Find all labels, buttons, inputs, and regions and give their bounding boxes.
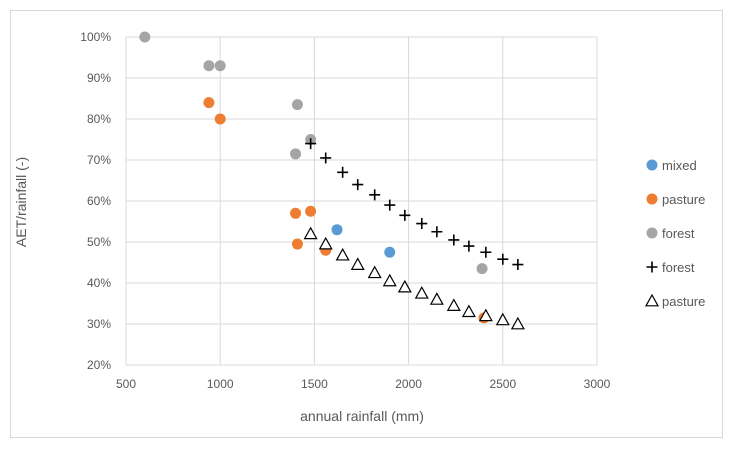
data-point	[139, 31, 151, 43]
legend-marker	[646, 227, 658, 239]
data-point	[303, 226, 318, 240]
legend-marker	[646, 193, 658, 205]
legend-label: forest	[662, 260, 695, 275]
legend-label: pasture	[662, 192, 705, 207]
data-point	[476, 263, 488, 275]
x-tick-label: 2000	[395, 377, 422, 391]
data-point	[291, 99, 303, 111]
data-point	[318, 236, 333, 250]
data-point	[352, 179, 364, 191]
data-point	[480, 246, 492, 258]
data-point	[429, 292, 444, 305]
series-forest-plus	[305, 138, 524, 271]
data-point	[416, 218, 428, 230]
x-tick-label: 1500	[301, 377, 328, 391]
y-tick-label: 50%	[87, 235, 111, 249]
data-point	[203, 97, 215, 109]
data-point	[305, 138, 317, 150]
data-point	[399, 209, 411, 221]
data-point	[337, 166, 349, 178]
data-point	[331, 224, 343, 236]
legend-marker	[646, 159, 658, 171]
series-mixed-circle	[331, 224, 396, 258]
y-axis-ticks: 20% 30% 40% 50% 60% 70% 80% 90% 100%	[80, 30, 111, 372]
x-tick-label: 2500	[489, 377, 516, 391]
series-layer	[139, 31, 525, 330]
y-tick-label: 30%	[87, 317, 111, 331]
data-point	[431, 226, 443, 238]
legend-label: mixed	[662, 158, 697, 173]
data-point	[367, 265, 382, 279]
data-point	[290, 207, 302, 219]
data-point	[335, 247, 350, 261]
data-point	[290, 148, 302, 160]
x-axis-ticks: 500 1000 1500 2000 2500 3000	[116, 377, 611, 391]
data-point	[497, 253, 509, 265]
y-tick-label: 100%	[80, 30, 111, 44]
legend-marker	[644, 293, 660, 307]
y-tick-label: 80%	[87, 112, 111, 126]
x-tick-label: 500	[116, 377, 136, 391]
y-axis-title: AET/rainfall (-)	[13, 157, 29, 247]
data-point	[320, 152, 332, 164]
data-point	[384, 199, 396, 211]
gridlines	[125, 36, 598, 366]
y-tick-label: 20%	[87, 358, 111, 372]
data-point	[461, 304, 476, 318]
data-point	[214, 60, 226, 72]
y-tick-label: 60%	[87, 194, 111, 208]
data-point	[384, 246, 396, 258]
y-tick-label: 90%	[87, 71, 111, 85]
data-point	[512, 259, 524, 271]
legend-marker	[646, 261, 658, 273]
data-point	[369, 189, 381, 201]
data-point	[350, 257, 365, 270]
chart-border	[10, 10, 723, 438]
legend: mixed pasture forest forest pasture	[644, 158, 705, 309]
data-point	[382, 273, 397, 287]
data-point	[305, 205, 317, 217]
data-point	[495, 312, 510, 326]
y-tick-label: 70%	[87, 153, 111, 167]
data-point	[510, 316, 525, 330]
data-point	[478, 308, 493, 322]
data-point	[448, 234, 460, 246]
x-tick-label: 3000	[584, 377, 611, 391]
data-point	[214, 113, 226, 125]
x-tick-label: 1000	[207, 377, 234, 391]
x-axis-title: annual rainfall (mm)	[300, 408, 424, 424]
legend-label: forest	[662, 226, 695, 241]
data-point	[463, 240, 475, 252]
data-point	[414, 286, 429, 299]
legend-label: pasture	[662, 294, 705, 309]
data-point	[446, 298, 461, 311]
data-point	[291, 238, 303, 250]
y-tick-label: 40%	[87, 276, 111, 290]
data-point	[203, 60, 215, 72]
data-point	[397, 279, 412, 293]
series-pasture-triangle	[303, 226, 525, 330]
